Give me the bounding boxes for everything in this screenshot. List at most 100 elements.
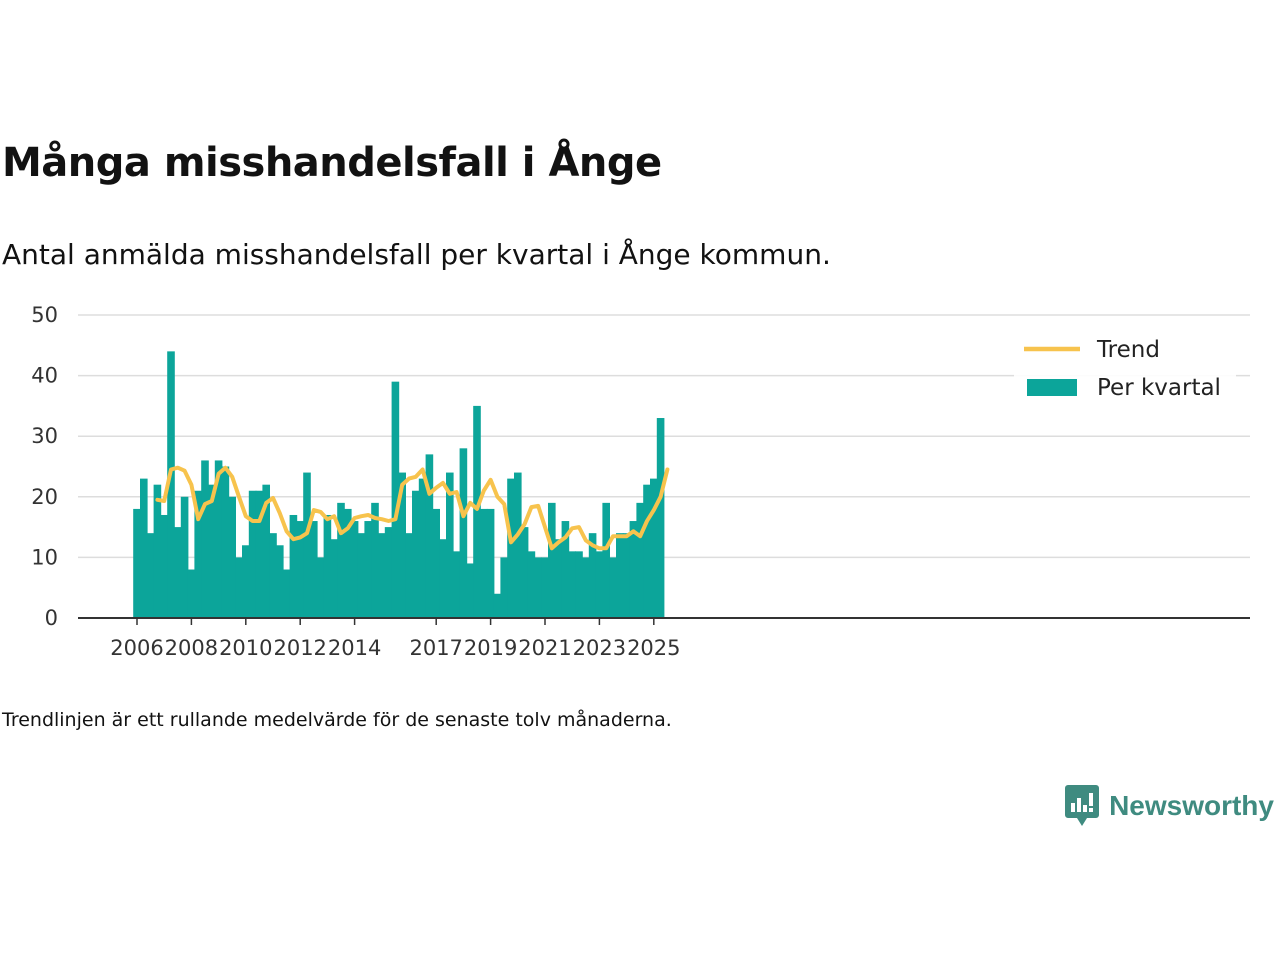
bar (208, 484, 216, 618)
x-tick-label: 2012 (273, 636, 326, 660)
bar (180, 496, 189, 618)
bar (595, 551, 604, 618)
bar (160, 514, 168, 618)
bar (466, 563, 474, 618)
bar (350, 521, 359, 618)
bar (486, 508, 495, 618)
x-tick-label: 2014 (328, 636, 381, 660)
bar (248, 490, 257, 618)
bar (167, 351, 175, 618)
bar (398, 472, 406, 618)
bar (201, 460, 209, 618)
bar (140, 478, 148, 618)
bar (609, 557, 617, 618)
bar (527, 551, 536, 618)
bar (310, 521, 318, 618)
bar (582, 557, 590, 618)
bar (622, 533, 631, 618)
bar (296, 521, 304, 618)
bar (364, 521, 372, 618)
bar (629, 521, 638, 618)
x-tick-label: 2023 (573, 636, 626, 660)
bar (276, 545, 284, 618)
bar (378, 533, 386, 618)
bar (235, 557, 243, 618)
bar (425, 454, 434, 618)
bar (554, 539, 563, 618)
x-tick-label: 2017 (409, 636, 462, 660)
bar (269, 533, 277, 618)
bar (602, 502, 610, 618)
newsworthy-logo[interactable]: Newsworthy (1065, 785, 1274, 827)
bar (357, 533, 366, 618)
x-tick-label: 2010 (219, 636, 272, 660)
y-tick-label: 10 (31, 545, 58, 569)
bar (507, 478, 515, 618)
bar (446, 472, 454, 618)
bar (500, 557, 508, 618)
newsworthy-logo-text: Newsworthy (1109, 790, 1274, 821)
y-tick-label: 40 (31, 364, 58, 388)
trend-line (155, 465, 670, 551)
bar (534, 557, 542, 618)
chart-title: Många misshandelsfall i Ånge (2, 140, 662, 186)
bar (568, 551, 576, 618)
bar (480, 508, 488, 618)
y-tick-label: 50 (31, 303, 58, 327)
bar (588, 533, 597, 618)
bar (242, 545, 250, 618)
bar (650, 478, 658, 618)
bar (452, 551, 461, 618)
bar (133, 508, 141, 618)
bar (459, 448, 468, 618)
bar (561, 521, 570, 618)
bar (344, 508, 352, 618)
legend-bars-swatch (1027, 379, 1077, 396)
bar (656, 418, 665, 618)
newsworthy-logo-icon (1065, 785, 1100, 826)
bar (412, 490, 420, 618)
bar (221, 466, 230, 618)
bar (636, 502, 644, 618)
y-tick-label: 0 (45, 606, 58, 630)
bar (174, 527, 182, 618)
legend: Trend Per kvartal (1014, 330, 1236, 412)
x-tick-label: 2025 (627, 636, 680, 660)
bar (194, 490, 202, 618)
x-tick-label: 2021 (518, 636, 571, 660)
bar (323, 514, 332, 618)
bar (384, 527, 393, 618)
y-tick-label: 30 (31, 424, 58, 448)
bar (228, 496, 236, 618)
bar (371, 502, 379, 618)
bar (418, 478, 427, 618)
bar (541, 557, 549, 618)
x-tick-label: 2008 (165, 636, 218, 660)
bar (514, 472, 522, 618)
bar (146, 533, 155, 618)
bar (432, 508, 440, 618)
bar (548, 502, 556, 618)
bar (153, 484, 162, 618)
bar (391, 381, 400, 618)
bar (405, 533, 413, 618)
bar (187, 569, 196, 618)
bar (616, 533, 624, 618)
bar (337, 502, 345, 618)
bar (262, 484, 270, 618)
bar (282, 569, 291, 618)
bar (303, 472, 311, 618)
bar (520, 527, 529, 618)
y-tick-label: 20 (31, 485, 58, 509)
bar (439, 539, 447, 618)
legend-trend-label: Trend (1096, 337, 1160, 363)
bar (214, 460, 223, 618)
bar (289, 514, 298, 618)
x-tick-label: 2006 (110, 636, 163, 660)
bar (255, 490, 264, 618)
bar (316, 557, 325, 618)
legend-background (1014, 330, 1236, 412)
bar (493, 593, 502, 618)
bar (330, 539, 338, 618)
